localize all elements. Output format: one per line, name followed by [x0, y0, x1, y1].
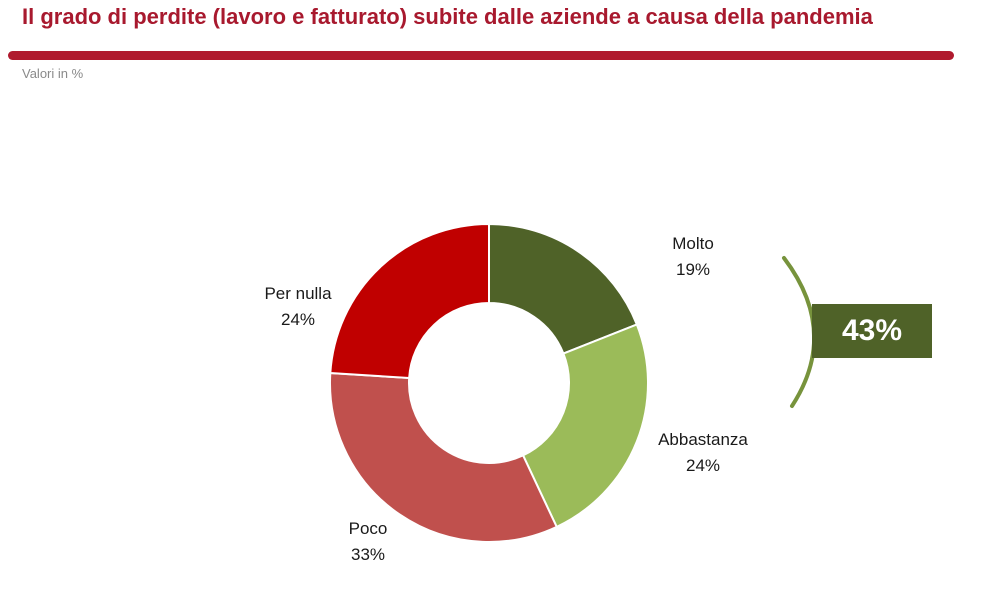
- title-divider: [8, 51, 954, 60]
- slice-label-molto: Molto 19%: [648, 231, 738, 283]
- donut-slice-poco: [329, 371, 559, 543]
- slice-label-per-nulla: Per nulla 24%: [248, 281, 348, 333]
- slice-name-per-nulla: Per nulla: [264, 284, 332, 303]
- slice-label-abbastanza: Abbastanza 24%: [643, 427, 763, 479]
- chart-subtitle: Valori in %: [22, 66, 84, 81]
- slice-value-poco: 33%: [350, 545, 386, 564]
- slice-name-abbastanza: Abbastanza: [658, 430, 748, 449]
- slice-name-poco: Poco: [348, 519, 388, 538]
- slice-value-abbastanza: 24%: [685, 456, 721, 475]
- donut-slice-abbastanza: [521, 323, 649, 529]
- total-callout-box: 43%: [812, 304, 932, 358]
- donut-slice-molto: [488, 222, 639, 355]
- slice-value-molto: 19%: [675, 260, 711, 279]
- slice-label-poco: Poco 33%: [328, 516, 408, 568]
- chart-title: Il grado di perdite (lavoro e fatturato)…: [22, 4, 873, 29]
- donut-slice-per-nulla: [329, 222, 490, 380]
- slice-value-per-nulla: 24%: [280, 310, 316, 329]
- slice-name-molto: Molto: [672, 234, 714, 253]
